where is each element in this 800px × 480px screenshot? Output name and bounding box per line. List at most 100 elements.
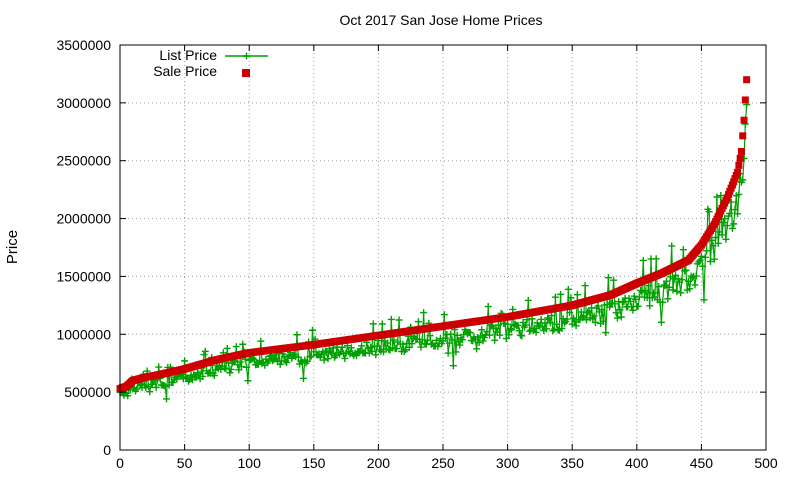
list-price-point xyxy=(458,336,466,344)
list-price-point xyxy=(718,231,726,239)
list-price-point xyxy=(672,271,680,279)
list-price-point xyxy=(673,287,681,295)
sale-price-point xyxy=(740,116,748,124)
list-price-point xyxy=(303,357,311,365)
list-price-point xyxy=(449,362,457,370)
list-price-point xyxy=(663,277,671,285)
list-price-point xyxy=(582,316,590,324)
list-price-point xyxy=(598,306,606,314)
list-price-point xyxy=(504,320,512,328)
list-price-point xyxy=(507,326,515,334)
list-price-point xyxy=(709,242,717,250)
list-price-point xyxy=(358,342,366,350)
list-price-point xyxy=(563,315,571,323)
sale-price-point xyxy=(737,147,745,155)
list-price-point xyxy=(548,312,556,320)
list-price-point xyxy=(408,340,416,348)
list-price-point xyxy=(655,283,663,291)
list-price-point xyxy=(434,343,442,351)
list-price-point xyxy=(708,236,716,244)
list-price-point xyxy=(324,355,332,363)
list-price-point xyxy=(524,296,532,304)
list-price-point xyxy=(232,343,240,351)
list-price-point xyxy=(735,190,743,198)
list-price-point xyxy=(505,331,513,339)
list-price-point xyxy=(320,356,328,364)
list-price-point xyxy=(199,372,207,380)
list-price-point xyxy=(692,272,700,280)
list-price-point xyxy=(423,336,431,344)
list-price-point xyxy=(237,363,245,371)
list-price-point xyxy=(644,282,652,290)
list-price-point xyxy=(674,275,682,283)
list-price-point xyxy=(250,356,258,364)
list-price-point xyxy=(610,276,618,284)
list-price-point xyxy=(701,253,709,261)
list-price-point xyxy=(604,274,612,282)
list-price-point xyxy=(201,347,209,355)
list-price-point xyxy=(528,315,536,323)
list-price-point xyxy=(367,343,375,351)
x-tick-label: 0 xyxy=(116,455,124,471)
list-price-point xyxy=(696,256,704,264)
list-price-point xyxy=(613,314,621,322)
list-price-point xyxy=(723,222,731,230)
list-price-point xyxy=(169,379,177,387)
list-price-point xyxy=(549,327,557,335)
legend-list-marker xyxy=(243,52,250,60)
list-price-point xyxy=(678,276,686,284)
legend-label-list-price: List Price xyxy=(159,47,217,63)
list-price-point xyxy=(385,345,393,353)
list-price-point xyxy=(466,329,474,337)
list-price-point xyxy=(420,309,428,317)
list-price-point xyxy=(518,332,526,340)
y-tick-label: 500000 xyxy=(64,384,111,400)
list-price-point xyxy=(210,372,218,380)
list-price-point xyxy=(652,255,660,263)
list-price-point xyxy=(584,308,592,316)
list-price-point xyxy=(560,319,568,327)
list-price-point xyxy=(383,339,391,347)
list-price-point xyxy=(691,281,699,289)
list-price-point xyxy=(173,375,181,383)
list-price-point xyxy=(484,303,492,311)
list-price-point xyxy=(669,286,677,294)
list-price-point xyxy=(728,224,736,232)
list-price-point xyxy=(491,336,499,344)
list-price-point xyxy=(327,348,335,356)
list-price-point xyxy=(682,266,690,274)
list-price-point xyxy=(567,294,575,302)
list-price-point xyxy=(146,388,154,396)
list-price-point xyxy=(551,293,559,301)
x-tick-label: 250 xyxy=(431,455,455,471)
list-price-point xyxy=(254,360,262,368)
list-price-point xyxy=(545,315,553,323)
legend-swatch-sale-price xyxy=(242,69,250,77)
list-price-point xyxy=(152,383,160,391)
x-tick-label: 100 xyxy=(238,455,262,471)
list-price-point xyxy=(378,320,386,328)
list-price-point xyxy=(476,332,484,340)
list-price-point xyxy=(697,252,705,260)
list-price-point xyxy=(276,360,284,368)
list-price-point xyxy=(316,353,324,361)
list-price-point xyxy=(706,257,714,265)
list-price-point xyxy=(611,300,619,308)
list-price-point xyxy=(537,315,545,323)
list-price-point xyxy=(710,255,718,263)
list-price-point xyxy=(306,353,314,361)
list-price-point xyxy=(699,262,707,270)
list-price-point xyxy=(730,220,738,228)
list-price-point xyxy=(244,377,252,385)
list-price-point xyxy=(307,352,315,360)
list-price-point xyxy=(226,369,234,377)
list-price-point xyxy=(455,338,463,346)
legend-sale-marker xyxy=(242,69,250,77)
list-price-point xyxy=(573,291,581,299)
sale-price-point xyxy=(739,132,747,140)
list-price-point xyxy=(257,337,265,345)
list-price-line xyxy=(119,104,748,399)
x-tick-label: 500 xyxy=(754,455,778,471)
list-price-point xyxy=(638,288,646,296)
